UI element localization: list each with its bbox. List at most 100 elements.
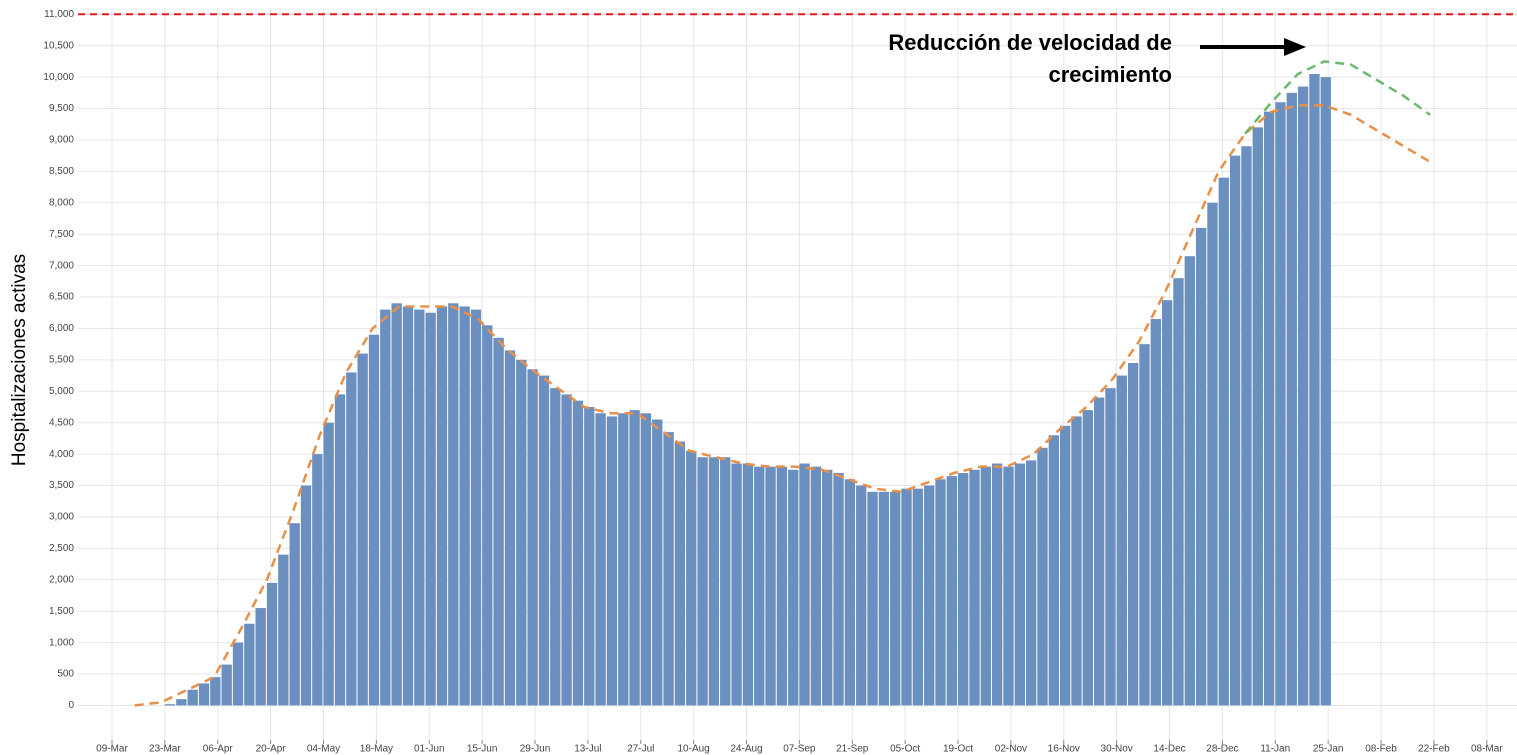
bar xyxy=(391,303,402,706)
bar xyxy=(244,623,255,706)
y-tick-label: 6,000 xyxy=(49,323,74,334)
bar xyxy=(912,488,924,706)
bar xyxy=(414,309,425,706)
bar xyxy=(686,450,697,706)
y-tick-label: 4,500 xyxy=(49,417,74,428)
bar xyxy=(1082,410,1093,706)
x-tick-label: 08-Feb xyxy=(1365,744,1397,755)
bar xyxy=(1059,425,1071,706)
bar xyxy=(1026,460,1037,706)
bar xyxy=(1309,73,1320,706)
y-tick-label: 7,500 xyxy=(49,229,74,240)
bar xyxy=(357,353,368,706)
bar xyxy=(901,488,912,706)
bar xyxy=(448,303,459,706)
x-tick-label: 04-May xyxy=(307,744,340,755)
x-tick-label: 24-Aug xyxy=(730,744,762,755)
y-tick-label: 8,000 xyxy=(49,197,74,208)
bar xyxy=(1150,319,1161,706)
y-tick-label: 3,000 xyxy=(49,512,74,523)
x-tick-label: 02-Nov xyxy=(995,744,1027,755)
bar xyxy=(164,704,176,706)
x-tick-label: 15-Jun xyxy=(467,744,498,755)
x-tick-label: 28-Dec xyxy=(1206,744,1238,755)
bar xyxy=(833,472,844,706)
y-tick-label: 1,500 xyxy=(49,606,74,617)
x-tick-label: 22-Feb xyxy=(1418,744,1450,755)
bar xyxy=(436,306,448,706)
bar xyxy=(1218,177,1229,706)
bar xyxy=(697,457,708,706)
bar xyxy=(606,416,618,706)
y-tick-label: 8,500 xyxy=(49,166,74,177)
bar xyxy=(788,469,799,706)
x-tick-label: 13-Jul xyxy=(574,744,601,755)
trend-line xyxy=(134,104,1431,707)
bar xyxy=(221,664,232,706)
x-tick-label: 21-Sep xyxy=(836,744,869,755)
bar xyxy=(1207,202,1218,706)
y-tick-label: 4,000 xyxy=(49,449,74,460)
bar xyxy=(674,441,686,706)
bar xyxy=(1116,375,1127,706)
bar xyxy=(1014,463,1026,706)
bar xyxy=(1229,155,1241,706)
annotation-arrowhead xyxy=(1284,38,1306,56)
bar xyxy=(810,466,822,706)
x-tick-label: 08-Mar xyxy=(1471,744,1503,755)
x-tick-label: 05-Oct xyxy=(890,744,920,755)
bar xyxy=(1297,86,1309,706)
bar xyxy=(1003,466,1014,706)
bar xyxy=(1275,102,1286,706)
bar xyxy=(459,306,470,706)
bar xyxy=(822,469,833,706)
bar xyxy=(652,419,663,706)
y-tick-label: 3,500 xyxy=(49,480,74,491)
bar xyxy=(1241,146,1252,706)
bar xyxy=(799,463,810,706)
bar xyxy=(629,410,640,706)
bar xyxy=(1161,300,1173,706)
bar xyxy=(856,485,867,706)
x-tick-label: 09-Mar xyxy=(96,744,128,755)
bar xyxy=(754,466,765,706)
bar xyxy=(482,325,493,706)
bar xyxy=(232,642,244,706)
bar xyxy=(618,413,629,706)
bar xyxy=(334,394,346,706)
bar xyxy=(1173,278,1184,706)
bar xyxy=(278,554,289,706)
bar xyxy=(1184,256,1195,706)
x-tick-label: 25-Jan xyxy=(1313,744,1344,755)
bar xyxy=(844,479,856,706)
y-tick-label: 10,500 xyxy=(43,40,74,51)
bar xyxy=(1263,111,1275,706)
y-tick-label: 10,000 xyxy=(43,72,74,83)
bar xyxy=(867,491,878,706)
bar xyxy=(1048,435,1059,706)
bar xyxy=(504,350,516,706)
annotation: crecimiento xyxy=(1049,62,1173,87)
y-tick-label: 6,500 xyxy=(49,292,74,303)
bar xyxy=(1105,388,1116,706)
y-tick-label: 2,000 xyxy=(49,574,74,585)
bar xyxy=(1320,77,1331,706)
y-tick-label: 5,000 xyxy=(49,386,74,397)
bar xyxy=(1037,447,1048,706)
bar xyxy=(935,479,946,706)
y-tick-label: 5,500 xyxy=(49,355,74,366)
bar xyxy=(1286,92,1297,706)
bar xyxy=(1093,397,1105,706)
bar xyxy=(663,432,674,706)
x-tick-label: 11-Jan xyxy=(1260,744,1290,755)
bar xyxy=(561,394,572,706)
bar xyxy=(550,388,561,706)
x-tick-label: 29-Jun xyxy=(520,744,551,755)
bar xyxy=(346,372,357,706)
bar xyxy=(720,457,731,706)
bar xyxy=(425,312,436,706)
bar xyxy=(1071,416,1082,706)
bar xyxy=(969,469,980,706)
x-tick-label: 19-Oct xyxy=(943,744,973,755)
x-tick-label: 01-Jun xyxy=(414,744,445,755)
